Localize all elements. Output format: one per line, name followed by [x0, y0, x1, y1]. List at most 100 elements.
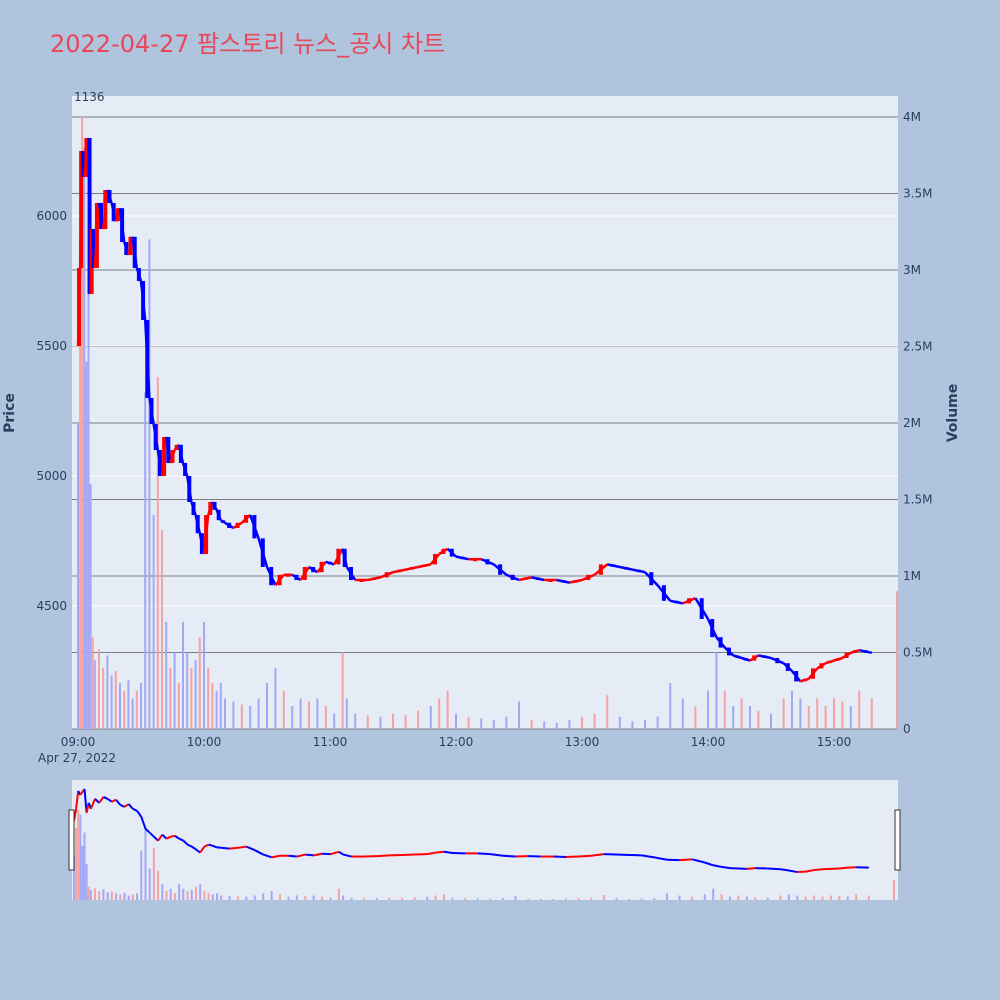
price-segment [531, 576, 545, 582]
volume-bar [333, 713, 336, 729]
range-slider-volume-bar [829, 895, 832, 900]
range-slider-price-segment [107, 798, 113, 803]
volume-bar [81, 117, 84, 729]
volume-bar [186, 652, 189, 729]
volume-bar [438, 698, 441, 729]
range-slider-right-handle[interactable] [894, 809, 901, 871]
price-segment [593, 563, 608, 576]
range-slider-price-segment [477, 852, 491, 856]
range-slider-price-segment [591, 853, 604, 857]
volume-bar [274, 667, 277, 729]
range-slider-price-segment [246, 845, 256, 852]
volume-bar [799, 698, 802, 729]
price-segment [211, 501, 218, 511]
price-segment [325, 560, 335, 566]
volume-bar [480, 718, 483, 729]
range-slider-price-segment [721, 865, 731, 870]
price-segment [518, 576, 532, 582]
range-slider-volume-bar [737, 895, 740, 900]
main-plot-background [72, 96, 898, 729]
volume-bar [631, 721, 634, 729]
price-segment [152, 423, 160, 451]
range-slider-volume-bar [186, 891, 189, 900]
volume-bar [152, 514, 155, 729]
price-axis-title: Price [2, 393, 18, 433]
volume-bar [182, 621, 184, 729]
volume-bar [669, 683, 672, 729]
price-segment [341, 548, 349, 568]
price-segment [215, 509, 222, 521]
range-slider-left-handle[interactable] [68, 809, 75, 871]
range-slider-price-segment [427, 851, 436, 856]
volume-bar [135, 690, 138, 729]
range-slider-volume-bar [89, 889, 92, 900]
range-slider-price-segment [191, 845, 197, 851]
volume-bar [232, 701, 235, 729]
range-slider-volume-bar [253, 895, 256, 900]
price-tick-label: 4500 [36, 599, 67, 613]
volume-bar [379, 716, 382, 729]
price-segment [656, 584, 672, 602]
price-segment [807, 667, 819, 680]
range-slider-price-segment [288, 854, 297, 858]
volume-bar [858, 690, 861, 729]
range-slider-price-segment [203, 843, 209, 848]
price-segment [694, 597, 710, 620]
volume-tick-label: 0.5M [903, 646, 932, 660]
volume-bar [316, 698, 319, 729]
volume-bar [140, 683, 142, 729]
range-slider-background[interactable] [72, 780, 898, 900]
volume-bar [791, 690, 793, 729]
volume-bar [505, 716, 508, 729]
range-slider-price-segment [83, 788, 88, 813]
range-slider-volume-bar [295, 895, 298, 900]
range-slider-price-segment [136, 810, 143, 818]
range-slider-volume-bar [434, 895, 437, 900]
price-segment [299, 566, 311, 581]
price-segment [316, 561, 327, 573]
range-slider-price-segment [305, 853, 314, 857]
range-slider-price-segment [144, 827, 151, 834]
volume-bar [849, 706, 852, 729]
range-slider-volume-bar [388, 897, 391, 900]
price-segment [581, 573, 596, 582]
price-segment [367, 576, 381, 582]
volume-bar [224, 698, 226, 729]
volume-bar [833, 698, 835, 729]
range-slider-volume-bar [110, 891, 113, 900]
price-segment [148, 397, 155, 425]
price-segment [224, 521, 235, 530]
range-slider-volume-bar [855, 894, 858, 900]
price-tick-label: 5000 [36, 469, 67, 483]
volume-bars [77, 117, 898, 730]
range-slider-price-segment [313, 852, 323, 857]
volume-bar [299, 698, 302, 729]
volume-bar [543, 721, 546, 729]
volume-bar [429, 706, 432, 729]
range-slider-price-segment [262, 853, 272, 859]
price-segment [791, 670, 802, 683]
volume-bar [606, 695, 609, 729]
range-slider-volume-bar [73, 855, 75, 900]
volume-bar [148, 239, 151, 729]
volume-bar [467, 716, 470, 729]
price-segment [758, 654, 772, 660]
range-slider-price-segment [704, 861, 714, 867]
range-slider-price-segment [342, 853, 352, 858]
time-tick-label: 15:00 [817, 735, 852, 749]
range-slider-price-segment [746, 867, 756, 870]
range-slider-volume-bar [489, 898, 492, 900]
range-slider-price-segment [712, 864, 722, 868]
price-segment [181, 462, 189, 477]
volume-bar [707, 690, 709, 729]
price-segment [417, 563, 432, 569]
volume-bar [732, 706, 735, 729]
range-slider-volume-bar [279, 894, 282, 900]
range-slider-volume-bar [182, 888, 185, 900]
range-slider-price-segment [814, 868, 823, 872]
range-slider-price-segment [788, 869, 798, 874]
range-slider-price-segment [254, 849, 264, 856]
price-segment [682, 597, 696, 605]
range-slider-volume-bar [813, 895, 816, 900]
